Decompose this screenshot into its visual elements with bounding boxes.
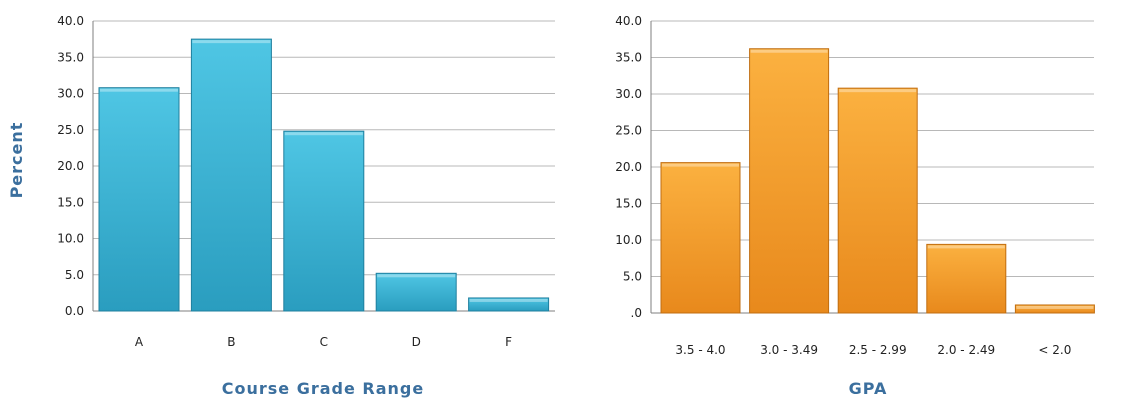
bar-highlight [839,89,917,93]
bar-3-5-4-0 [660,162,741,314]
y-tick-label: 20.0 [57,159,84,173]
x-tick-label: B [227,335,235,349]
bar-highlight [469,298,548,302]
y-tick-label: 35.0 [57,50,84,64]
bar-3-0-3-49 [749,48,830,314]
bar-series [660,48,1095,314]
y-tick-label: 10.0 [615,233,642,247]
y-tick-label: 30.0 [615,87,642,101]
y-tick-label: 20.0 [615,160,642,174]
bar-highlight [927,245,1005,249]
bar-b [190,38,272,312]
y-tick-label: 5.0 [65,268,84,282]
y-tick-label: 30.0 [57,87,84,101]
bar-2-5-2-99 [837,87,918,314]
y-tick-labels: .0 5.0 10.0 15.0 20.0 25.0 30.0 35.0 40.0 [615,14,642,320]
x-tick-label: D [412,335,421,349]
bar-series [98,38,550,312]
course-grade-chart: 0.0 5.0 10.0 15.0 20.0 25.0 30.0 35.0 40.0 A B C D F… [7,14,555,398]
bar-highlight [377,274,456,278]
x-tick-label: 2.0 - 2.49 [937,343,995,357]
y-tick-label: 15.0 [615,197,642,211]
x-tick-label: 2.5 - 2.99 [849,343,907,357]
bar-highlight [1016,305,1094,309]
gpa-chart: .0 5.0 10.0 15.0 20.0 25.0 30.0 35.0 40.0 3.5 - … [615,14,1095,398]
x-tick-label: 3.5 - 4.0 [675,343,725,357]
y-tick-label: .0 [631,306,642,320]
x-tick-label: A [135,335,144,349]
y-tick-labels: 0.0 5.0 10.0 15.0 20.0 25.0 30.0 35.0 40.0 [57,14,84,318]
y-tick-label: 25.0 [615,124,642,138]
bar-a [98,87,180,312]
bar-highlight [192,40,271,44]
x-tick-label: C [320,335,328,349]
y-tick-label: 35.0 [615,51,642,65]
bar-highlight [284,132,363,136]
y-tick-label: 5.0 [623,270,642,284]
bar-d [375,272,457,312]
bar-highlight [100,88,178,92]
y-tick-label: 40.0 [57,14,84,28]
x-tick-label: < 2.0 [1038,343,1071,357]
bar-c [283,130,365,312]
y-tick-label: 10.0 [57,232,84,246]
y-tick-label: 0.0 [65,304,84,318]
x-axis-title: GPA [849,379,888,398]
y-axis-title: Percent [7,122,26,199]
y-tick-label: 40.0 [615,14,642,28]
x-axis-title: Course Grade Range [222,379,424,398]
bar-highlight [750,49,828,53]
bar-2-0 [1014,304,1095,314]
bar-f [468,297,550,312]
bar-highlight [662,163,739,167]
y-tick-label: 25.0 [57,123,84,137]
bar-2-0-2-49 [926,243,1007,314]
y-tick-label: 15.0 [57,195,84,209]
x-tick-label: F [505,335,512,349]
x-tick-labels: 3.5 - 4.0 3.0 - 3.49 2.5 - 2.99 2.0 - 2.49 <… [675,343,1071,357]
x-tick-label: 3.0 - 3.49 [760,343,818,357]
